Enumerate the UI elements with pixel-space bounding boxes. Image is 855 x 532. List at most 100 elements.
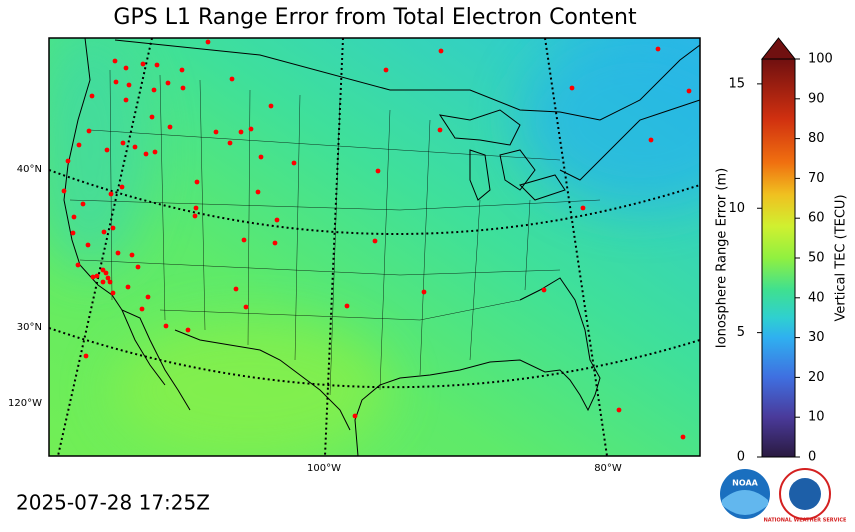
station [227, 140, 233, 146]
station [104, 147, 110, 153]
colorbar-right-tick-label: 20 [808, 370, 825, 385]
station [126, 82, 132, 88]
tec-field [110, 320, 390, 456]
lat-label: 40°N [17, 164, 42, 175]
station [167, 124, 173, 130]
colorbar-right-tick-label: 50 [808, 251, 825, 266]
station [241, 237, 247, 243]
noaa-text: NOAA [732, 479, 758, 488]
station [165, 80, 171, 86]
station [180, 85, 186, 91]
colorbar-right-tick-label: 30 [808, 330, 825, 345]
title: GPS L1 Range Error from Total Electron C… [113, 5, 637, 30]
station [686, 88, 692, 94]
nws-logo: NATIONAL WEATHER SERVICE [764, 468, 847, 524]
colorbar [761, 58, 796, 458]
station [140, 61, 146, 67]
station [108, 191, 114, 197]
station [132, 144, 138, 150]
station [107, 279, 113, 285]
nws-text: NATIONAL WEATHER SERVICE [764, 518, 847, 524]
station [120, 140, 126, 146]
noaa-wave [722, 490, 768, 515]
state-borders [69, 69, 601, 396]
stations [61, 39, 692, 440]
station [139, 306, 145, 312]
colorbar-right-tick-label: 100 [808, 52, 833, 67]
station [61, 188, 67, 194]
station [580, 205, 586, 211]
station [213, 129, 219, 135]
station [149, 114, 155, 120]
colorbar-left-tick-label: 10 [728, 201, 745, 216]
station [80, 201, 86, 207]
station [179, 67, 185, 73]
station [85, 242, 91, 248]
station [110, 225, 116, 231]
station [105, 275, 111, 281]
station [129, 252, 135, 258]
colorbar-right-tick-label: 10 [808, 410, 825, 425]
colorbar-left-label: Ionosphere Range Error (m) [715, 168, 730, 348]
lat-label: 30°N [17, 322, 42, 333]
station [135, 264, 141, 270]
station [569, 85, 575, 91]
station [291, 160, 297, 166]
colorbar-right-label: Vertical TEC (TECU) [834, 194, 849, 321]
colorbar-right-tick-label: 80 [808, 131, 825, 146]
station [194, 179, 200, 185]
station [372, 238, 378, 244]
station [655, 46, 661, 52]
station [112, 58, 118, 64]
station [151, 87, 157, 93]
station [163, 323, 169, 329]
station [437, 127, 443, 133]
map [49, 38, 700, 456]
station [123, 65, 129, 71]
station [421, 289, 427, 295]
lon-label: 80°W [594, 463, 622, 474]
station [616, 407, 622, 413]
station [383, 67, 389, 73]
nws-inner [789, 478, 821, 510]
station [255, 189, 261, 195]
station [680, 434, 686, 440]
station [375, 168, 381, 174]
station [248, 126, 254, 132]
tec-field [49, 38, 150, 270]
station [152, 149, 158, 155]
station [90, 274, 96, 280]
lon-label: 100°W [307, 463, 341, 474]
station [233, 286, 239, 292]
station [205, 39, 211, 45]
station [119, 184, 125, 190]
station [89, 93, 95, 99]
station [110, 290, 116, 296]
station [145, 294, 151, 300]
colorbar-right-tick-label: 70 [808, 171, 825, 186]
station [75, 262, 81, 268]
station [94, 273, 100, 279]
timestamp: 2025-07-28 17:25Z [16, 491, 210, 515]
station [274, 217, 280, 223]
station [65, 158, 71, 164]
station [229, 76, 235, 82]
station [192, 213, 198, 219]
colorbar-right-tick-label: 60 [808, 211, 825, 226]
lon-label: 120°W [8, 398, 42, 409]
station [344, 303, 350, 309]
station [103, 270, 109, 276]
station [123, 97, 129, 103]
station [193, 205, 199, 211]
station [113, 79, 119, 85]
station [352, 413, 358, 419]
graticule [49, 38, 700, 456]
station [243, 304, 249, 310]
station [238, 129, 244, 135]
station [268, 103, 274, 109]
station [154, 62, 160, 68]
colorbar-right-tick-label: 40 [808, 290, 825, 305]
station [76, 142, 82, 148]
station [115, 250, 121, 256]
